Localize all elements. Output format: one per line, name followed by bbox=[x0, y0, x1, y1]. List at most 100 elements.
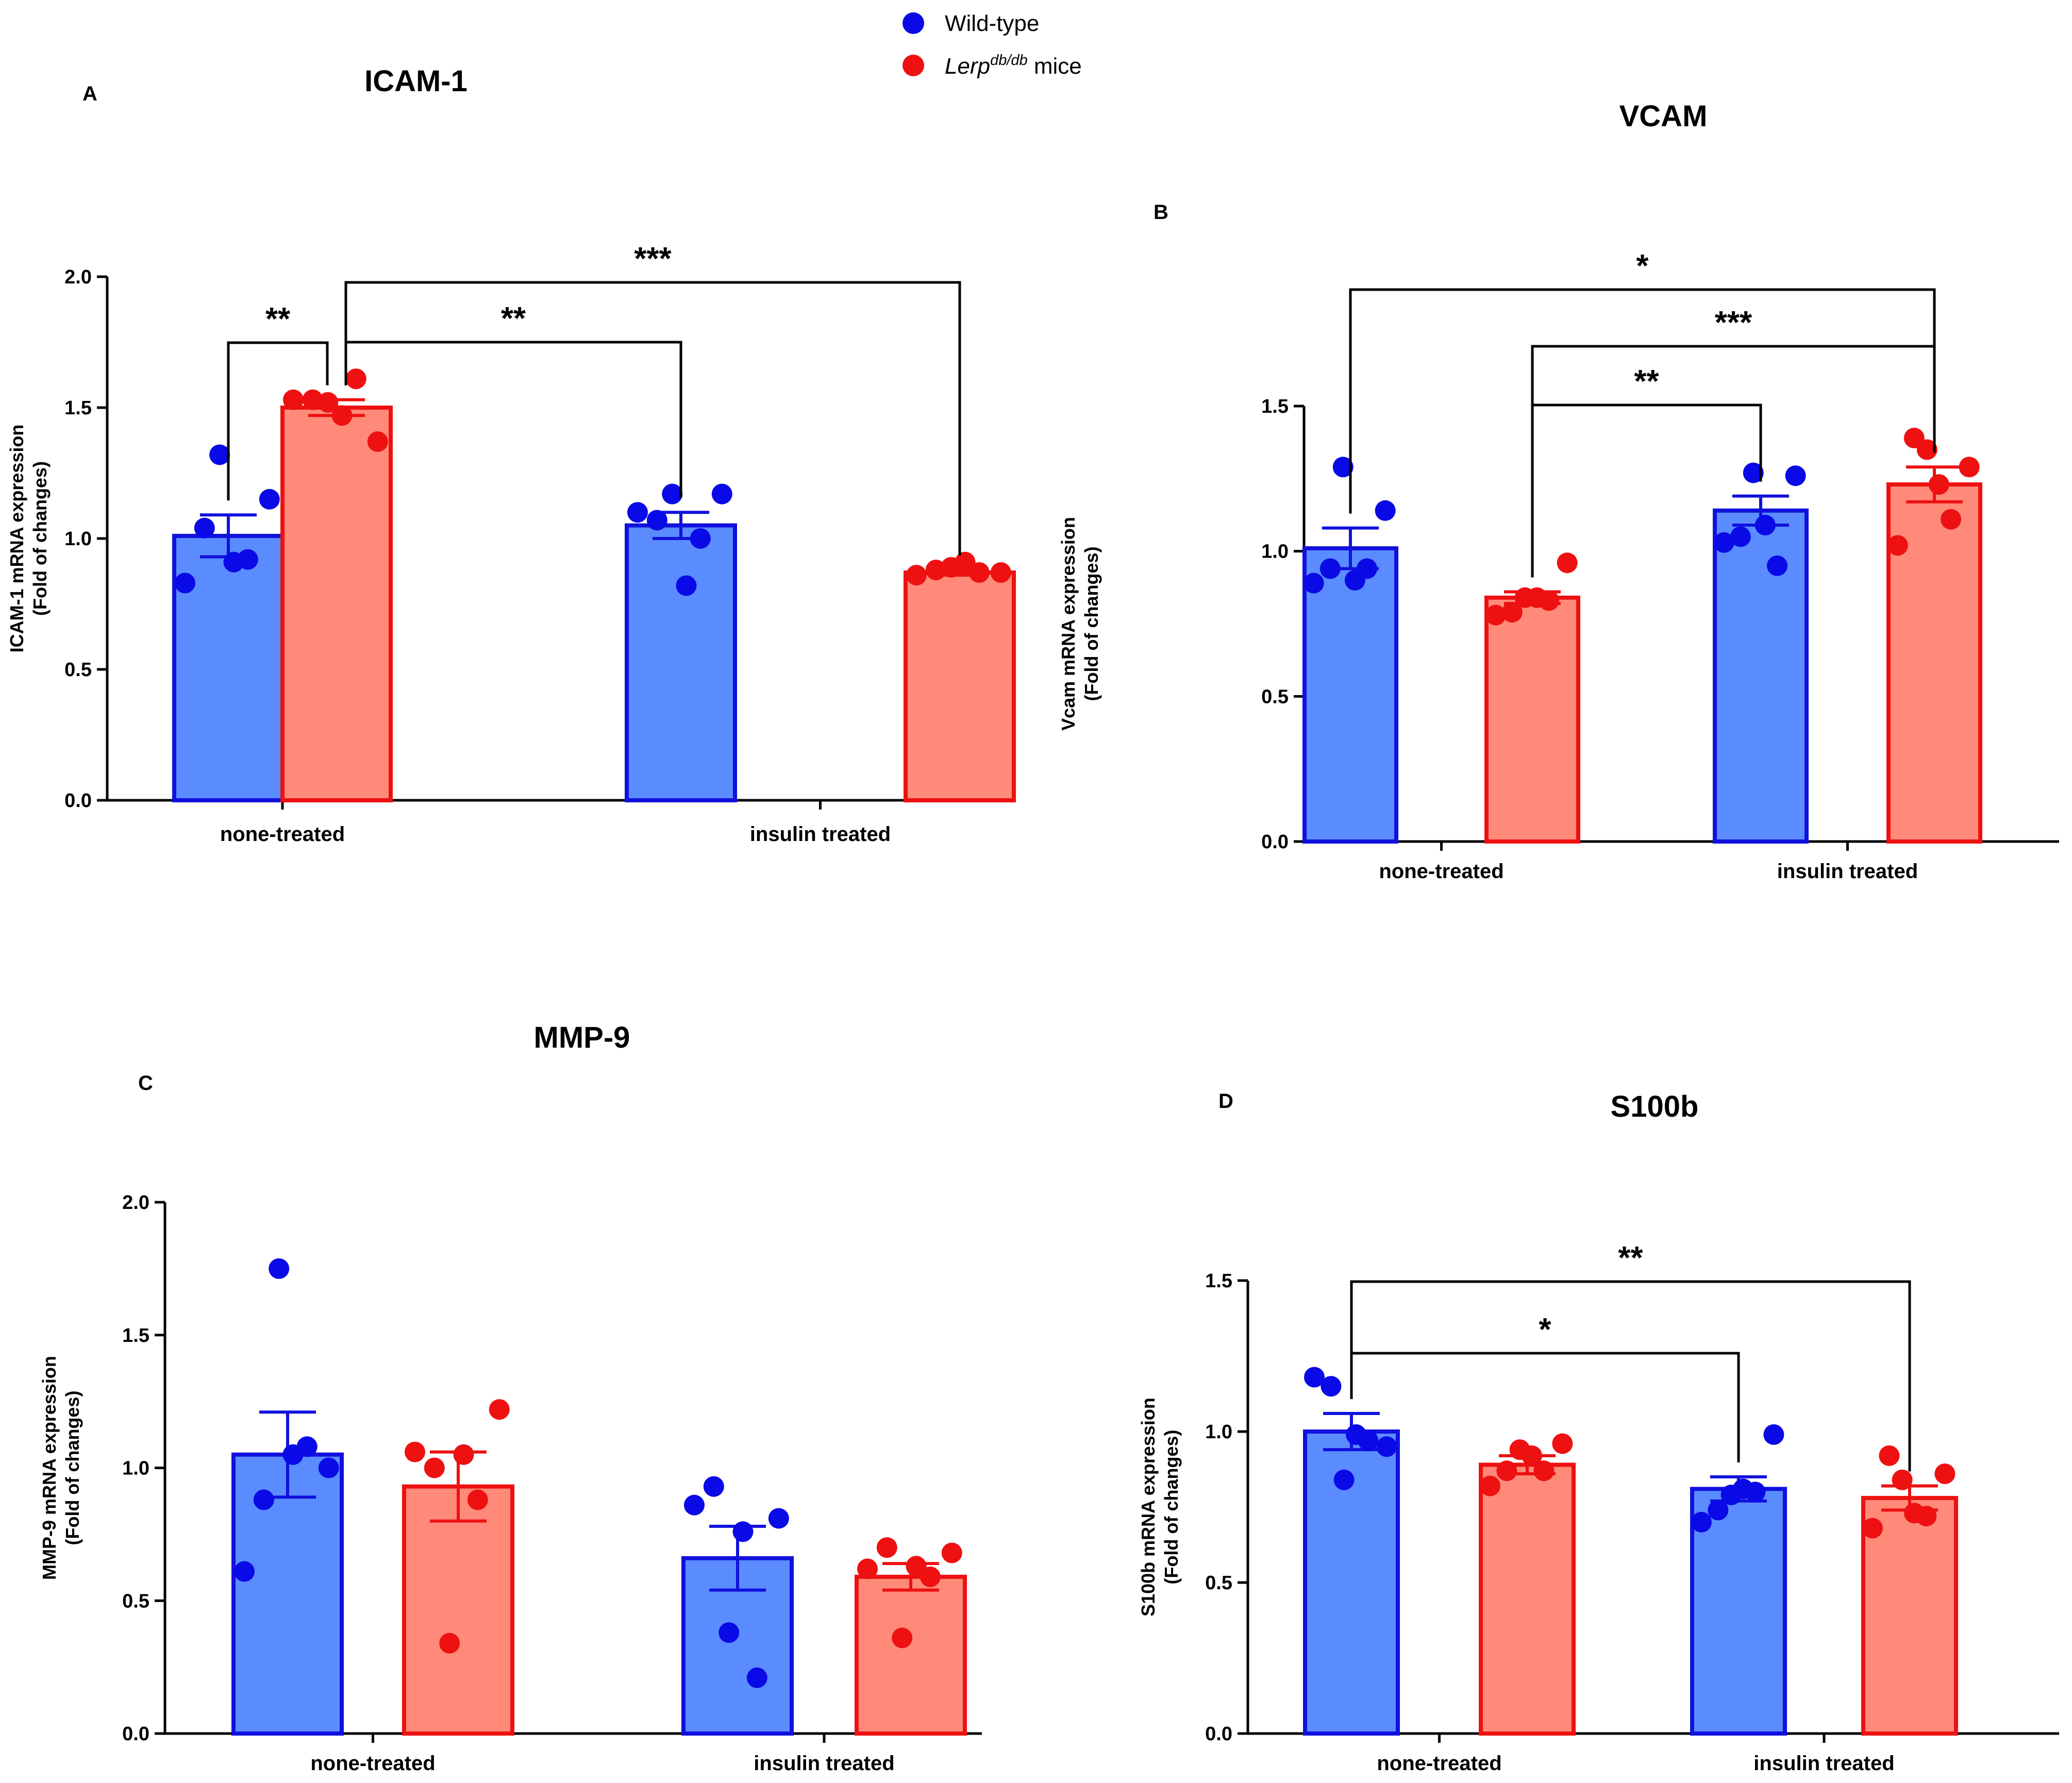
panel-label: C bbox=[138, 1072, 153, 1095]
y-tick-label: 1.5 bbox=[64, 397, 92, 419]
x-tick-label: none-treated bbox=[1377, 1752, 1501, 1775]
data-point bbox=[1304, 1367, 1325, 1388]
significance-bracket bbox=[344, 341, 682, 498]
data-point bbox=[1892, 1469, 1913, 1490]
x-tick-label: none-treated bbox=[220, 823, 345, 846]
data-point bbox=[282, 1444, 304, 1465]
data-point bbox=[990, 562, 1011, 583]
data-point bbox=[209, 444, 230, 465]
data-point bbox=[269, 1258, 290, 1279]
y-tick-label: 0.0 bbox=[64, 790, 92, 812]
bar-wild-type-0 bbox=[231, 1452, 344, 1736]
bar-wild-type-1 bbox=[625, 523, 737, 802]
data-point bbox=[1319, 558, 1341, 579]
data-point bbox=[367, 431, 388, 452]
panel-label: B bbox=[1154, 201, 1168, 224]
data-point bbox=[1552, 1433, 1573, 1454]
y-tick-label: 1.0 bbox=[64, 528, 92, 550]
data-point bbox=[1375, 500, 1396, 521]
data-point bbox=[1862, 1518, 1883, 1539]
data-point bbox=[857, 1558, 878, 1579]
chart-title: ICAM-1 bbox=[364, 64, 467, 98]
data-point bbox=[662, 483, 683, 504]
data-point bbox=[876, 1537, 897, 1558]
data-point bbox=[711, 483, 732, 504]
data-point bbox=[1526, 587, 1547, 608]
data-point bbox=[175, 573, 195, 594]
x-tick-label: insulin treated bbox=[1753, 1752, 1894, 1775]
legend-marker-lerp bbox=[903, 55, 924, 76]
bar-lerp-0 bbox=[280, 406, 393, 802]
data-point bbox=[1708, 1500, 1729, 1521]
y-axis-label-line: Vcam mRNA expression bbox=[1058, 517, 1079, 731]
y-axis-label-line: (Fold of changes) bbox=[1161, 1430, 1182, 1585]
data-point bbox=[1376, 1436, 1397, 1457]
data-point bbox=[331, 405, 353, 426]
data-point bbox=[1496, 1460, 1517, 1482]
x-tick-label: none-treated bbox=[1379, 860, 1503, 883]
panel-label: A bbox=[82, 82, 97, 105]
chart-title: MMP-9 bbox=[534, 1021, 630, 1054]
data-point bbox=[1346, 1424, 1366, 1445]
data-point bbox=[1785, 465, 1806, 486]
data-point bbox=[1691, 1511, 1712, 1533]
data-point bbox=[405, 1441, 425, 1462]
data-point bbox=[1879, 1445, 1900, 1466]
data-point bbox=[906, 1556, 927, 1577]
x-tick-label: none-treated bbox=[310, 1752, 435, 1775]
data-point bbox=[1557, 552, 1578, 574]
data-point bbox=[1934, 1464, 1956, 1485]
significance-bracket bbox=[1350, 1280, 1911, 1472]
data-point bbox=[1887, 535, 1908, 556]
y-tick-label: 0.0 bbox=[1205, 1723, 1232, 1745]
significance-bracket bbox=[227, 341, 329, 501]
legend-label-wild-type: Wild-type bbox=[945, 11, 1039, 36]
data-point bbox=[1754, 514, 1776, 535]
data-point bbox=[234, 1561, 255, 1582]
bar-lerp-0 bbox=[402, 1484, 514, 1736]
legend: Wild-type Lerpdb/db mice bbox=[903, 11, 1082, 79]
y-tick-label: 0.5 bbox=[64, 659, 92, 681]
data-point bbox=[718, 1622, 740, 1643]
data-point bbox=[489, 1399, 510, 1420]
data-point bbox=[1903, 427, 1925, 448]
bar-lerp-0 bbox=[1479, 1462, 1576, 1736]
y-tick-label: 1.5 bbox=[1205, 1270, 1232, 1292]
y-tick-label: 2.0 bbox=[64, 266, 92, 288]
significance-label: ** bbox=[265, 301, 291, 337]
data-point bbox=[318, 1457, 339, 1478]
y-tick-label: 1.0 bbox=[122, 1458, 149, 1479]
data-point bbox=[1533, 1460, 1555, 1482]
data-point bbox=[1941, 509, 1962, 530]
data-point bbox=[253, 1489, 274, 1510]
y-tick-label: 1.0 bbox=[1205, 1421, 1232, 1443]
data-point bbox=[1332, 457, 1354, 478]
data-point bbox=[439, 1633, 460, 1654]
bar-lerp-1 bbox=[904, 570, 1016, 803]
panel-label: D bbox=[1218, 1090, 1233, 1113]
data-point bbox=[1501, 601, 1523, 623]
data-point bbox=[1733, 1478, 1753, 1500]
data-point bbox=[318, 392, 339, 413]
data-point bbox=[467, 1489, 488, 1510]
data-point bbox=[627, 502, 648, 523]
data-point bbox=[646, 510, 667, 531]
y-tick-label: 2.0 bbox=[122, 1192, 149, 1214]
bar-wild-type-1 bbox=[1713, 508, 1809, 844]
panel-A: A ICAM-1 ICAM-1 mRNA expression (Fold of ch… bbox=[6, 64, 1016, 846]
significance-label: * bbox=[1539, 1312, 1551, 1348]
y-axis-label-line: (Fold of changes) bbox=[29, 461, 51, 616]
bar-lerp-1 bbox=[855, 1574, 967, 1736]
data-point bbox=[1763, 1424, 1784, 1445]
chart-title: VCAM bbox=[1619, 99, 1708, 133]
data-point bbox=[424, 1457, 445, 1478]
bar-lerp-0 bbox=[1484, 595, 1580, 844]
data-point bbox=[968, 562, 990, 583]
data-point bbox=[1904, 1503, 1925, 1524]
data-point bbox=[941, 1542, 962, 1563]
panel-B: B VCAM Vcam mRNA expression (Fold of change… bbox=[1058, 99, 2059, 883]
legend-lerp-sup: db/db bbox=[990, 52, 1028, 69]
data-point bbox=[1303, 573, 1324, 594]
y-axis-label-line: MMP-9 mRNA expression bbox=[39, 1356, 60, 1580]
data-point bbox=[1743, 462, 1764, 483]
